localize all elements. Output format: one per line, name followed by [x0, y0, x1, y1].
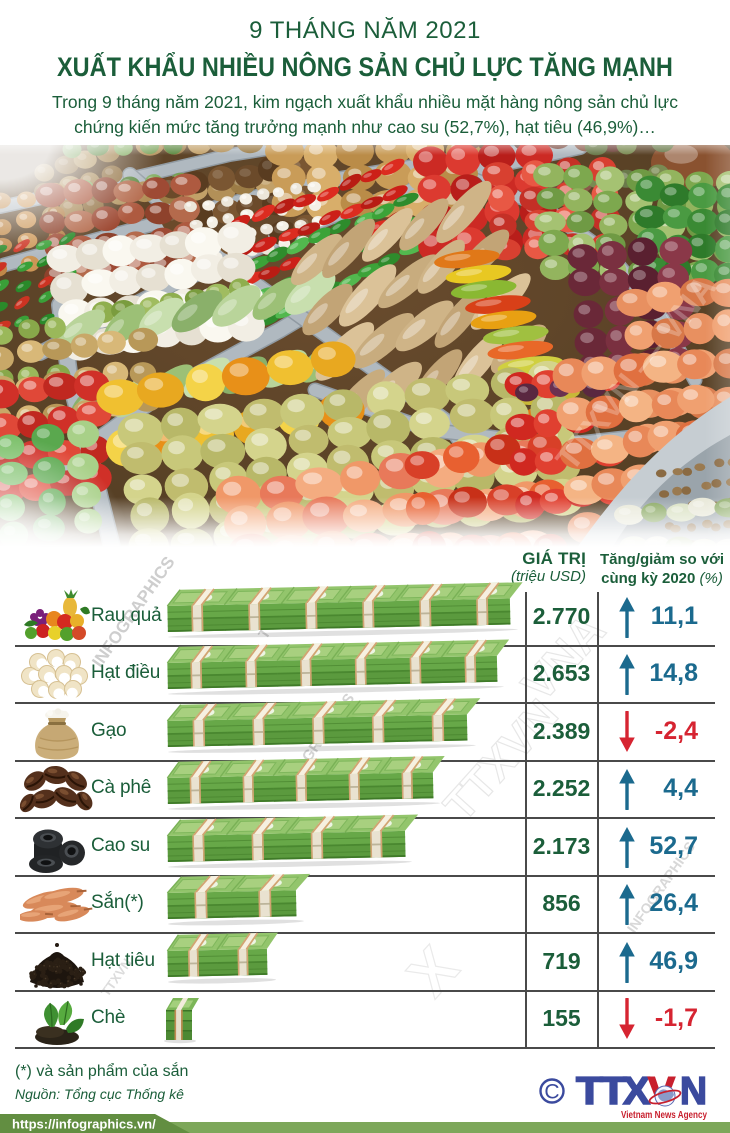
- svg-text:N: N: [680, 1070, 707, 1113]
- svg-text:T: T: [600, 1070, 627, 1113]
- svg-text:T: T: [576, 1070, 603, 1113]
- svg-text:X: X: [623, 1070, 650, 1113]
- svg-text:C: C: [544, 1081, 559, 1104]
- svg-text:X: X: [394, 934, 471, 1009]
- svg-text:Vietnam News Agency: Vietnam News Agency: [621, 1110, 707, 1121]
- svg-text:https://infographics.vn/: https://infographics.vn/: [12, 1117, 156, 1132]
